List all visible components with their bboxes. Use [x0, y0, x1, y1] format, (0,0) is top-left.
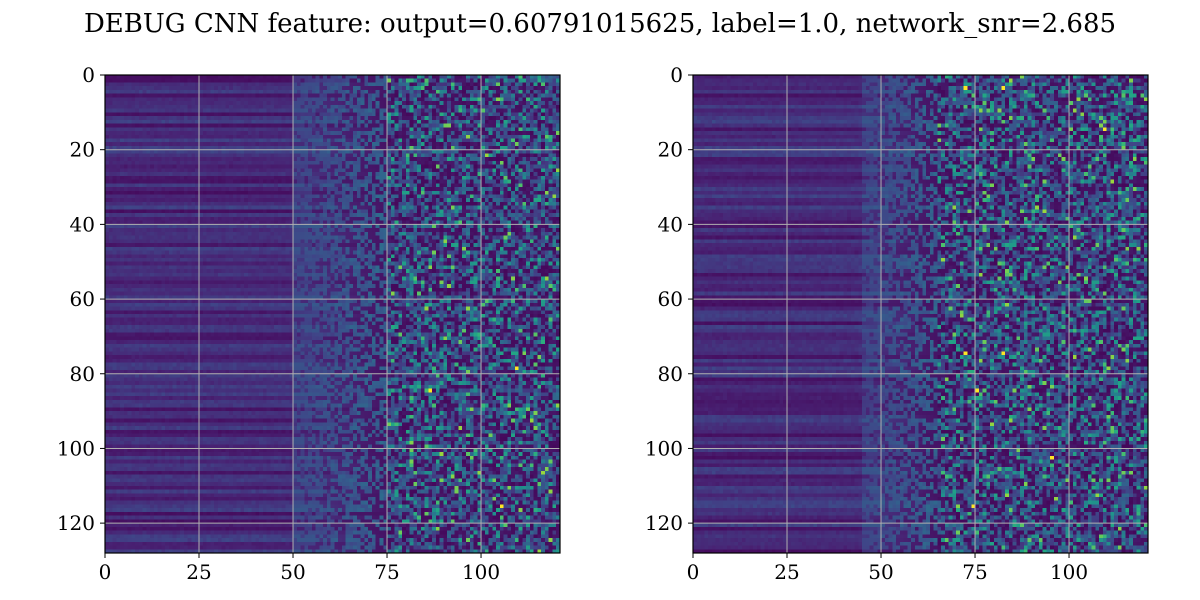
y-tick-label: 40 — [70, 212, 95, 236]
y-tick-label: 60 — [70, 287, 95, 311]
chart-title: DEBUG CNN feature: output=0.60791015625,… — [84, 9, 1116, 39]
y-tick-label: 100 — [57, 436, 95, 460]
heatmap-panel-right: 0 25 50 75 100 0 20 40 60 80 100 120 — [645, 63, 1149, 584]
y-tick-label: 20 — [70, 138, 95, 162]
y-tick-label: 0 — [670, 63, 683, 87]
y-tick-label: 100 — [645, 436, 683, 460]
x-tick-label: 100 — [1050, 560, 1088, 584]
x-tick-label: 50 — [280, 560, 305, 584]
y-tick-label: 120 — [645, 511, 683, 535]
heatmap-image — [693, 75, 1148, 553]
y-tick-label: 40 — [658, 212, 683, 236]
x-tick-label: 25 — [774, 560, 799, 584]
y-tick-label: 80 — [70, 362, 95, 386]
y-tick-label: 0 — [82, 63, 95, 87]
axes-frame — [692, 74, 1149, 554]
axes-frame — [104, 74, 561, 554]
x-tick-label: 0 — [687, 560, 700, 584]
x-tick-label: 75 — [374, 560, 399, 584]
x-tick-label: 100 — [462, 560, 500, 584]
x-tick-label: 0 — [99, 560, 112, 584]
heatmap-panel-left: 0 25 50 75 100 0 20 40 60 80 100 120 — [57, 63, 561, 584]
y-tick-label: 120 — [57, 511, 95, 535]
x-tick-label: 50 — [868, 560, 893, 584]
x-tick-label: 75 — [962, 560, 987, 584]
y-tick-label: 60 — [658, 287, 683, 311]
x-tick-label: 25 — [186, 560, 211, 584]
y-tick-label: 80 — [658, 362, 683, 386]
heatmap-image — [105, 75, 560, 553]
y-tick-label: 20 — [658, 138, 683, 162]
